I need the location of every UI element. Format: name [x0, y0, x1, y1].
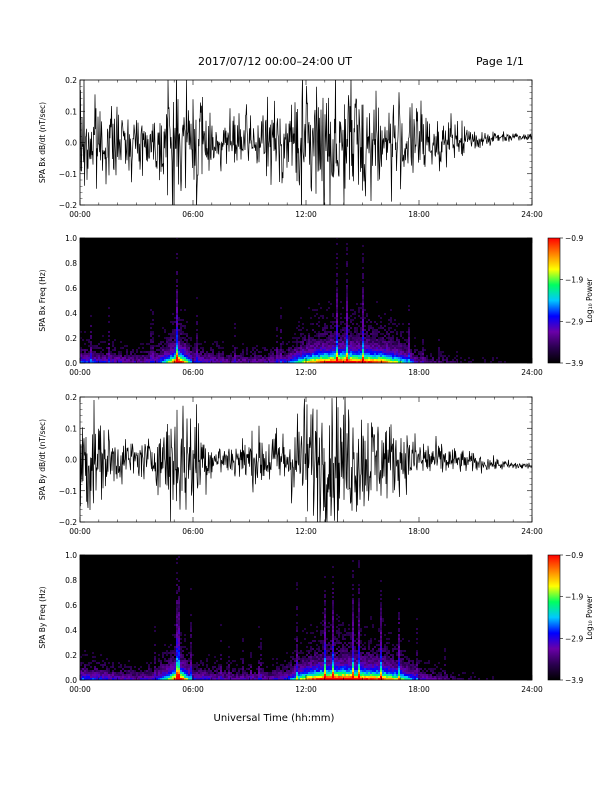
y-tick-label: 1.0	[65, 551, 77, 560]
y-tick-label: 0.2	[65, 651, 77, 660]
x-tick-label: 12:00	[295, 368, 317, 377]
time-series-trace	[80, 80, 532, 205]
colorbar-tick-label: −3.9	[565, 676, 583, 685]
y-tick-label: 0.0	[65, 359, 77, 368]
y-tick-label: 0.2	[65, 76, 77, 85]
colorbar-tick-label: −0.9	[565, 234, 583, 243]
colorbar-tick-label: −0.9	[565, 551, 583, 560]
y-tick-label: 0.0	[65, 456, 77, 465]
y-tick-label: 0.2	[65, 393, 77, 402]
x-tick-label: 18:00	[408, 368, 430, 377]
x-tick-label: 00:00	[69, 368, 91, 377]
time-series-trace	[80, 397, 532, 522]
x-tick-label: 12:00	[295, 527, 317, 536]
colorbar-tick-label: −2.9	[565, 317, 583, 326]
chart-panel-1: 00:00 06:00 12:00 18:00 24:00 −0.2 −0.1 0.0 0.1 0…	[38, 76, 543, 219]
y-tick-label: −0.1	[59, 487, 77, 496]
y-tick-label: 0.4	[65, 309, 77, 318]
colorbar-label: Log₁₀ Power	[585, 594, 594, 639]
x-tick-label: 00:00	[69, 685, 91, 694]
x-axis-title: Universal Time (hh:mm)	[214, 713, 335, 724]
y-axis-label: SPA Bx dB/dt (nT/sec)	[38, 102, 47, 183]
x-tick-label: 24:00	[521, 368, 543, 377]
x-tick-label: 24:00	[521, 210, 543, 219]
x-tick-label: 24:00	[521, 527, 543, 536]
y-tick-label: −0.2	[59, 201, 77, 210]
y-tick-label: 0.8	[65, 259, 77, 268]
x-tick-label: 06:00	[182, 685, 204, 694]
colorbar-label: Log₁₀ Power	[585, 277, 594, 322]
chart-panel-3: 00:00 06:00 12:00 18:00 24:00 −0.2 −0.1 0.0 0.1 0…	[38, 393, 543, 536]
y-tick-label: 0.4	[65, 626, 77, 635]
colorbar	[547, 237, 561, 364]
page-number: Page 1/1	[476, 55, 524, 68]
colorbar	[547, 554, 561, 681]
y-tick-label: 1.0	[65, 234, 77, 243]
page-title: 2017/07/12 00:00–24:00 UT	[198, 55, 352, 68]
y-axis-label: SPA Bx Freq (Hz)	[38, 269, 47, 331]
x-tick-label: 18:00	[408, 527, 430, 536]
y-tick-label: 0.2	[65, 334, 77, 343]
spectrogram-cells	[80, 556, 494, 680]
y-axis-label: SPA By dB/dt (nT/sec)	[38, 419, 47, 500]
x-tick-label: 12:00	[295, 210, 317, 219]
x-tick-label: 06:00	[182, 210, 204, 219]
y-tick-label: 0.6	[65, 601, 77, 610]
x-tick-label: 18:00	[408, 210, 430, 219]
y-tick-label: 0.6	[65, 284, 77, 293]
colorbar-tick-label: −3.9	[565, 359, 583, 368]
y-tick-label: 0.1	[65, 107, 77, 116]
chart-panel-4: −0.9 −1.9 −2.9 −3.9 Log₁₀ Power 00:00 06:00 12:…	[38, 551, 594, 694]
y-tick-label: 0.8	[65, 576, 77, 585]
y-axis-label: SPA By Freq (Hz)	[38, 586, 47, 648]
y-tick-label: −0.1	[59, 170, 77, 179]
x-tick-label: 12:00	[295, 685, 317, 694]
y-tick-label: −0.2	[59, 518, 77, 527]
x-tick-label: 00:00	[69, 527, 91, 536]
colorbar-tick-label: −2.9	[565, 634, 583, 643]
x-tick-label: 06:00	[182, 527, 204, 536]
y-tick-label: 0.0	[65, 676, 77, 685]
chart-panel-2: −0.9 −1.9 −2.9 −3.9 Log₁₀ Power 00:00 06:00 12:…	[38, 234, 594, 377]
x-tick-label: 24:00	[521, 685, 543, 694]
x-tick-label: 00:00	[69, 210, 91, 219]
y-tick-label: 0.1	[65, 424, 77, 433]
colorbar-tick-label: −1.9	[565, 593, 583, 602]
spectrogram-cells	[80, 238, 506, 363]
x-tick-label: 18:00	[408, 685, 430, 694]
panels: 00:00 06:00 12:00 18:00 24:00 −0.2 −0.1 0.0 0.1 0…	[38, 76, 594, 694]
y-tick-label: 0.0	[65, 139, 77, 148]
x-tick-label: 06:00	[182, 368, 204, 377]
colorbar-tick-label: −1.9	[565, 276, 583, 285]
